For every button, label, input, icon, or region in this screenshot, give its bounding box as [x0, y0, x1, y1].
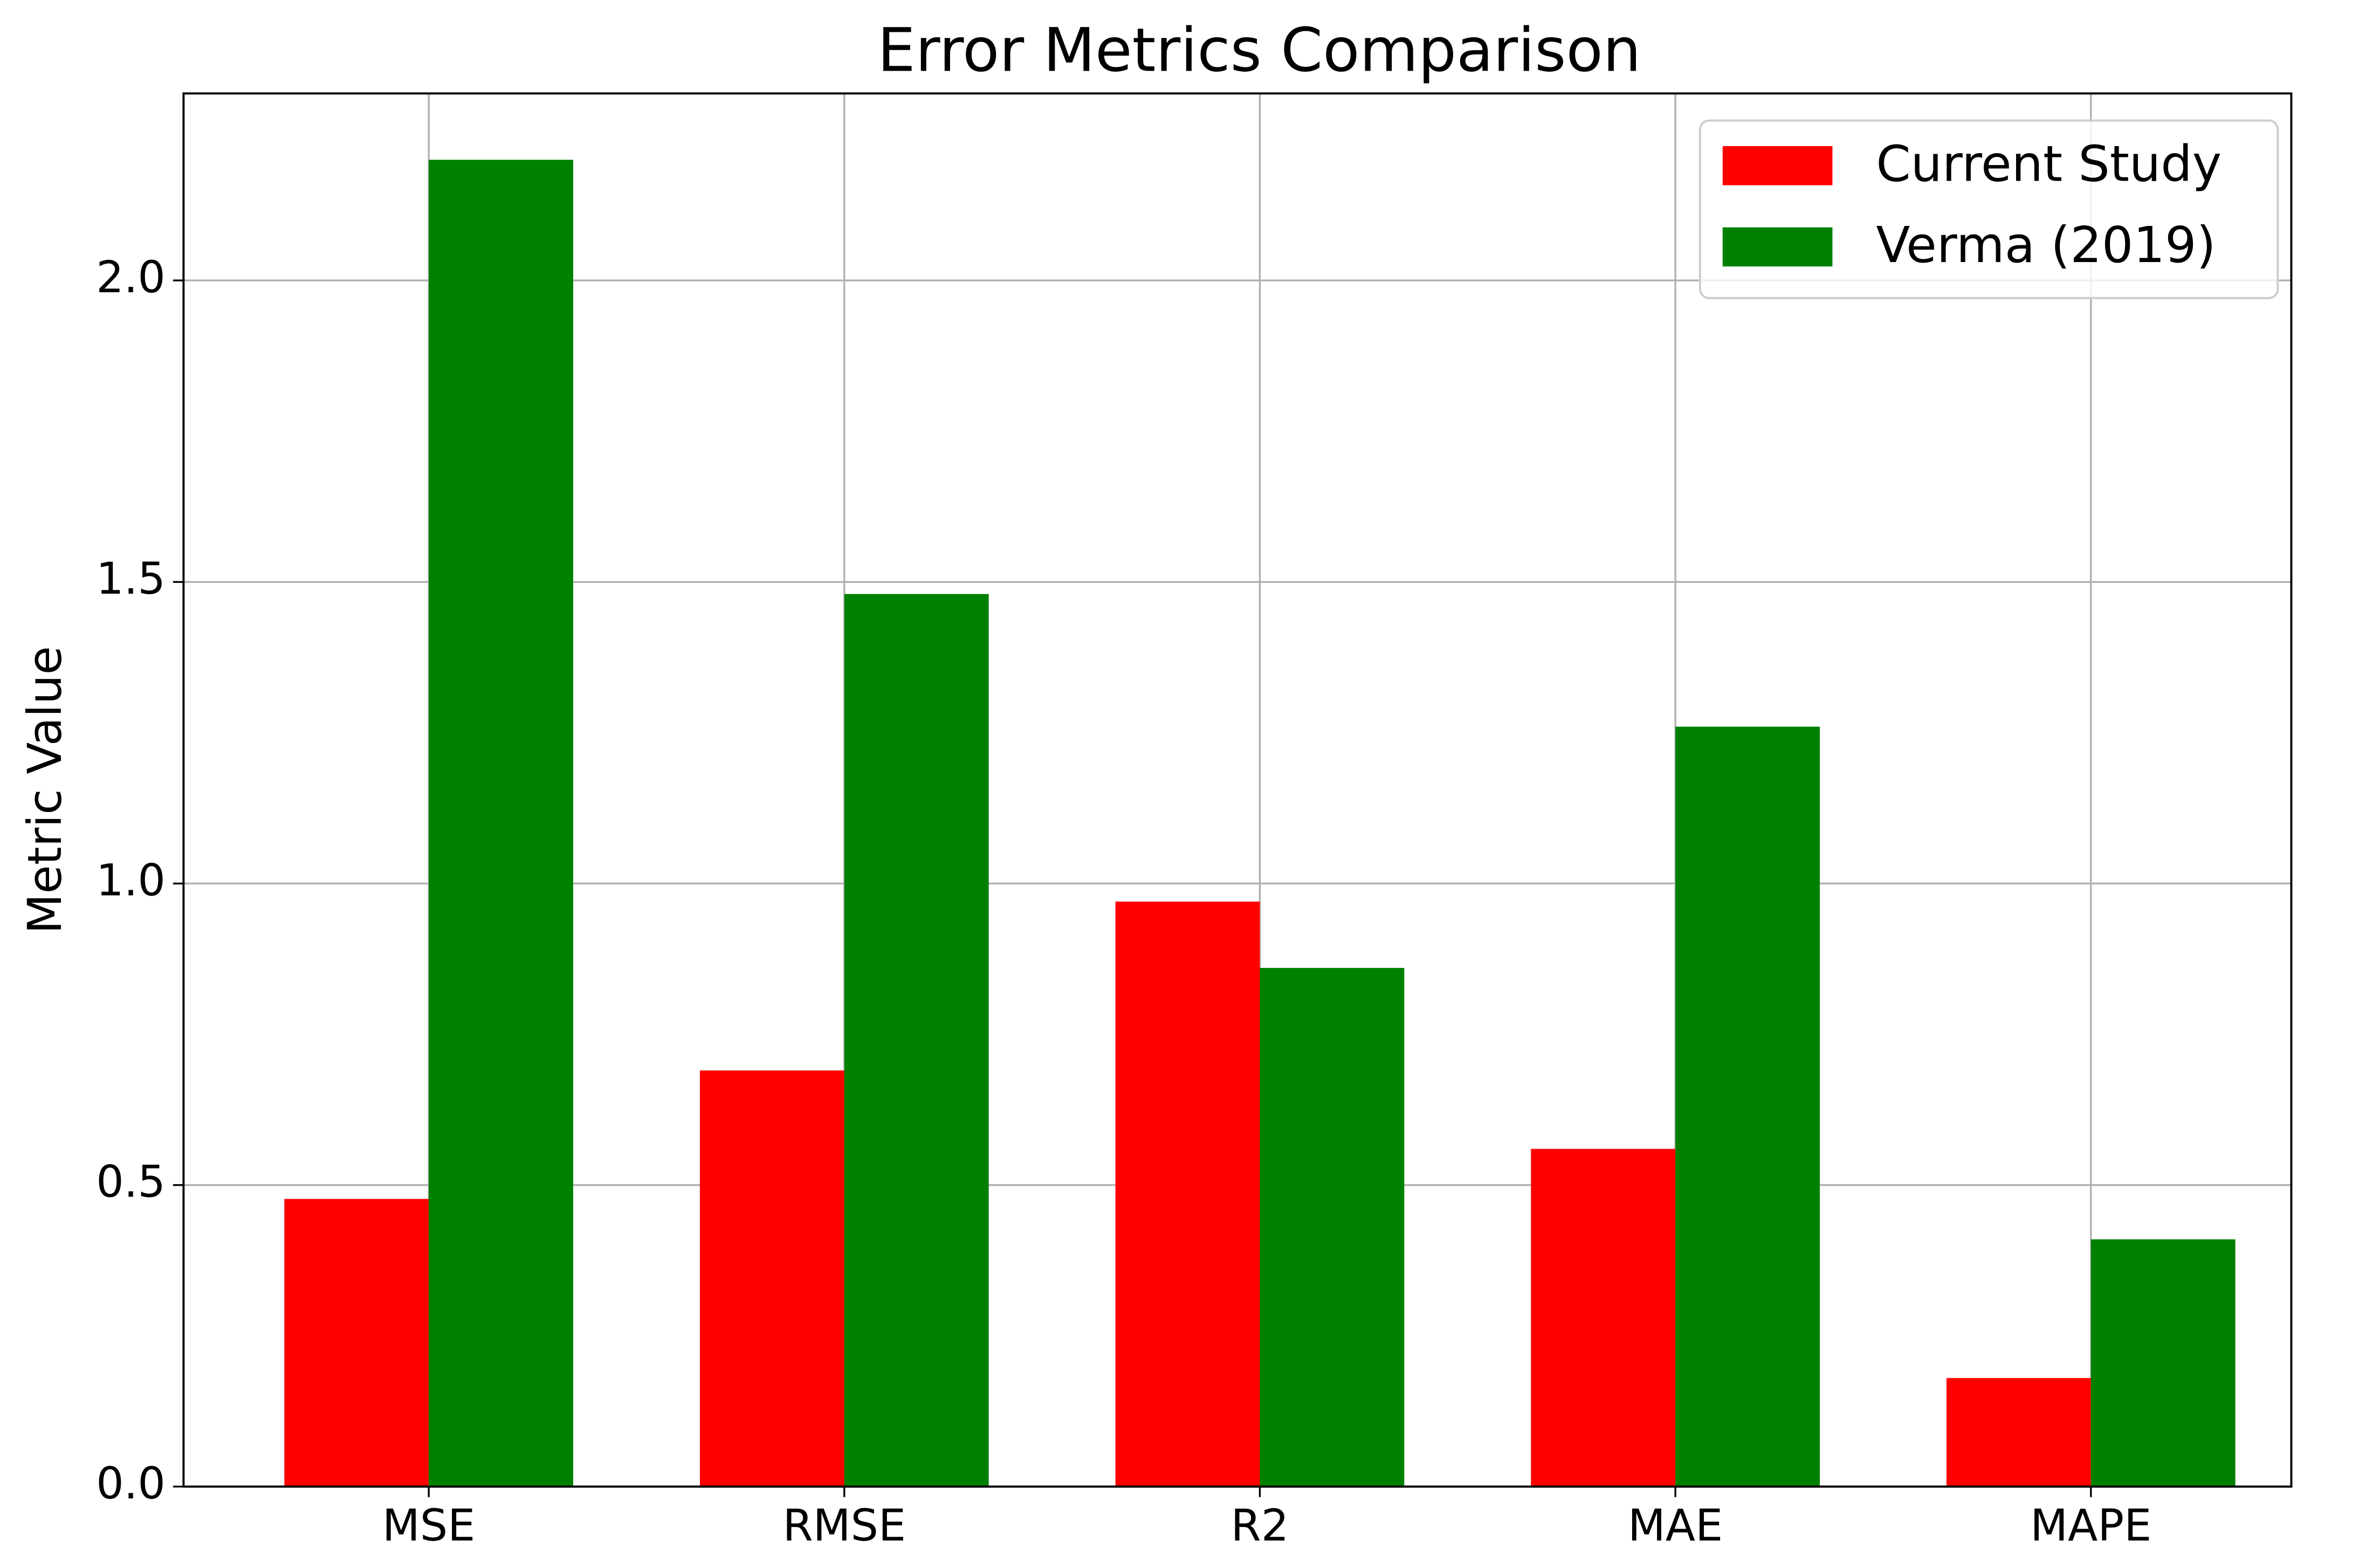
y-tick-label: 0.5: [96, 1157, 166, 1208]
bar: [1260, 968, 1405, 1487]
y-tick-label: 1.5: [96, 554, 166, 604]
legend-swatch: [1722, 227, 1833, 267]
bar: [1115, 902, 1260, 1487]
x-tick-label: MAPE: [2030, 1501, 2151, 1551]
x-tick-label: R2: [1231, 1501, 1289, 1551]
x-tick-label: MAE: [1628, 1501, 1723, 1551]
legend-frame: [1698, 119, 2279, 299]
x-tick-label: MSE: [382, 1501, 475, 1551]
bar: [844, 594, 989, 1487]
bar: [1675, 726, 1820, 1487]
legend: Current Study Verma (2019): [1698, 119, 2279, 299]
y-tick-label: 0.0: [96, 1459, 166, 1509]
bar: [284, 1199, 429, 1487]
plot-frame: [182, 92, 2293, 1488]
y-axis-label: Metric Value: [18, 646, 72, 934]
y-tick-label: 1.0: [96, 855, 166, 906]
bar: [2090, 1239, 2236, 1487]
bar: [429, 160, 574, 1487]
legend-label: Current Study: [1876, 135, 2222, 192]
bar: [1946, 1378, 2091, 1487]
legend-label: Verma (2019): [1876, 216, 2216, 274]
bar: [1531, 1149, 1676, 1487]
legend-swatch: [1722, 146, 1833, 185]
chart-title: Error Metrics Comparison: [877, 16, 1641, 86]
bar: [699, 1070, 844, 1487]
y-tick-label: 2.0: [96, 252, 166, 303]
x-tick-label: RMSE: [783, 1501, 906, 1551]
